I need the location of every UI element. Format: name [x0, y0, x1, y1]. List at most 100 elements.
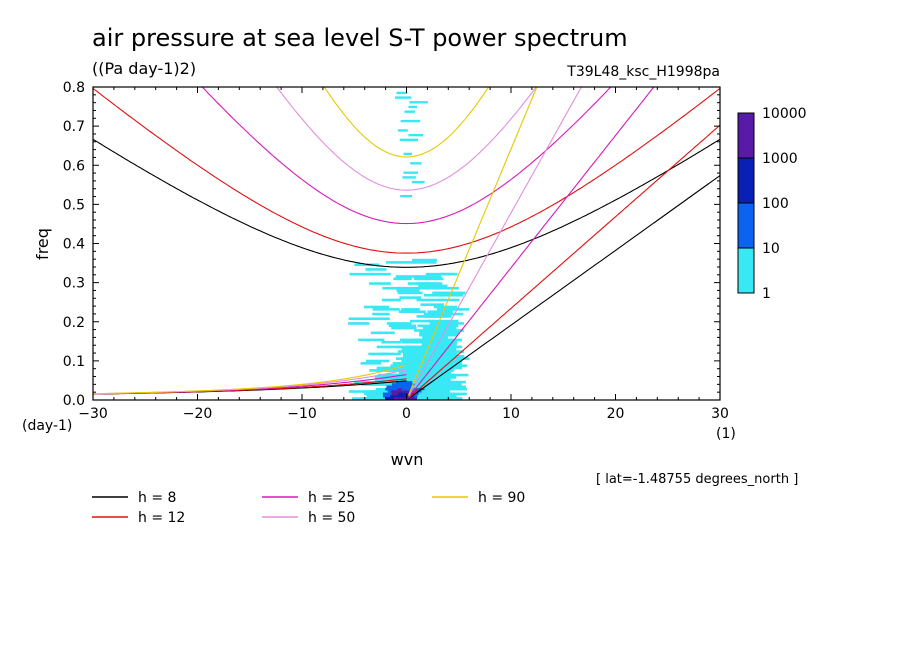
spectrum-cell [411, 180, 425, 184]
spectrum-cell [437, 364, 467, 367]
spectrum-cell [433, 286, 459, 290]
spectrum-cell [395, 96, 412, 99]
spectrum-cell [439, 397, 463, 400]
spectrum-cell [435, 329, 464, 332]
spectrum-cell [438, 362, 462, 365]
curve-ig-h8 [93, 138, 720, 268]
legend: h = 8 h = 12 h = 25 h = 50 h = 90 [92, 490, 525, 526]
spectrum-cell [409, 101, 428, 104]
spectrum-cell [427, 319, 459, 323]
spectrum-cell [403, 171, 419, 174]
spectrum-cell [400, 194, 413, 198]
spectrum-cell [416, 357, 447, 360]
spectrum-cell [438, 392, 467, 396]
spectrum-cell [420, 303, 445, 306]
spectrum-cell [397, 291, 423, 295]
spectrum-cell [418, 277, 444, 281]
y-tick-label: 0.7 [63, 119, 85, 135]
spectrum-cell [410, 319, 436, 323]
spectrum-cell [422, 336, 448, 339]
spectrum-cell [354, 380, 378, 384]
spectrum-cell [361, 383, 385, 386]
spectrum-cell [421, 376, 447, 379]
spectrum-cell [397, 129, 408, 132]
colorbar-label: 10 [762, 241, 780, 257]
spectrum-cell [381, 298, 401, 302]
spectrum-cell [396, 91, 408, 95]
curve-kel-h25 [408, 87, 655, 398]
spectrum-cell [416, 383, 443, 386]
y-axis-label: freq [33, 228, 52, 260]
spectrum-cell [415, 345, 437, 349]
spectrum-cell [393, 277, 412, 281]
chart-subtitle: ((Pa day-1)2) [92, 59, 196, 78]
spectrum-cell [422, 364, 447, 367]
spectrum-cell [370, 331, 395, 335]
spectrum-cell [400, 119, 421, 123]
colorbar-label: 10000 [762, 106, 807, 122]
legend-label: h = 8 [138, 490, 176, 506]
colorbar-label: 1 [762, 286, 771, 302]
spectrum-cell [431, 343, 457, 346]
spectrum-cell [439, 345, 463, 349]
spectrum-cell [429, 390, 451, 393]
spectrum-cell [428, 371, 452, 375]
spectrum-cell [438, 312, 464, 316]
spectrum-cell [349, 272, 375, 276]
spectrum-cell [423, 293, 445, 297]
y-tick-label: 0.1 [63, 354, 85, 370]
spectrum-cell [440, 387, 467, 391]
x-tick-label: −20 [183, 406, 213, 422]
x-tick-label: 10 [502, 406, 520, 422]
y-tick-label: 0.6 [63, 158, 85, 174]
x-tick-label: 20 [607, 406, 625, 422]
y-unit-label: (day-1) [22, 418, 72, 434]
y-tick-label: 0.4 [63, 237, 85, 253]
colorbar: 10000 1000 100 10 1 [737, 106, 807, 302]
spectrum-cell [434, 352, 458, 356]
spectrum-cell [399, 296, 422, 299]
spectrum-cell [408, 105, 417, 109]
legend-label: h = 12 [138, 510, 185, 526]
spectrum-cell [439, 293, 464, 297]
spectrum-cell [363, 305, 390, 309]
colorbar-segment [737, 157, 755, 204]
spectrum-cell [419, 331, 445, 335]
spectrum-cell [432, 326, 457, 330]
spectrum-cell [443, 373, 469, 377]
colorbar-label: 100 [762, 196, 789, 212]
curve-kel-h8 [408, 175, 720, 399]
spectrum-cell [434, 347, 457, 351]
spectrum-cell [360, 362, 382, 365]
legend-label: h = 50 [308, 510, 355, 526]
spectrum-cell [401, 308, 420, 311]
spectrum-cell [372, 312, 390, 316]
spectrum-cell [379, 352, 401, 356]
chart-title: air pressure at sea level S-T power spec… [92, 24, 628, 52]
dispersion-curves [93, 87, 720, 399]
curve-ig-h50 [275, 87, 538, 191]
spectrum-cell [425, 385, 448, 389]
run-label: T39L48_ksc_H1998pa [566, 64, 720, 80]
x-tick-label: −30 [78, 406, 108, 422]
spectrum-cell [434, 369, 455, 372]
spectrum-cell [428, 394, 457, 398]
spectrum-cell [369, 282, 391, 285]
spectrum-cell [442, 366, 463, 370]
curve-kel-h50 [408, 87, 583, 397]
spectrum-cell [395, 275, 419, 278]
spectrum-cell [376, 345, 403, 349]
spectrum-cell [381, 340, 402, 344]
spectrum-cell [443, 380, 466, 384]
colorbar-label: 1000 [762, 151, 798, 167]
spectrum-cell [438, 298, 460, 302]
curve-ig-h12 [93, 87, 720, 254]
spectrum-cell [422, 333, 441, 337]
curve-eig-h90 [93, 364, 407, 395]
spectrum-cell [422, 378, 451, 382]
spectrum-cell [434, 376, 457, 379]
plot-area: −30 −20 −10 0 10 20 30 0.0 0.1 0.2 0.3 0.4 0.5 0.6 0.7… [63, 80, 729, 422]
y-tick-label: 0.0 [63, 393, 85, 409]
lat-note: [ lat=-1.48755 degrees_north ] [596, 472, 798, 487]
